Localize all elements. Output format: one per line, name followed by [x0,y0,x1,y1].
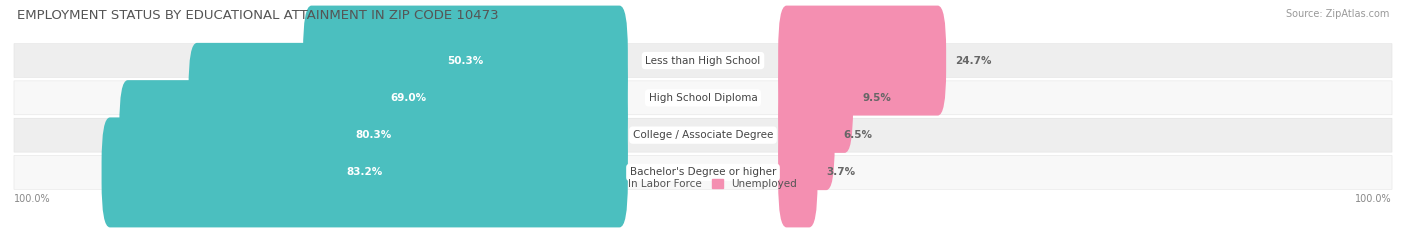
FancyBboxPatch shape [778,117,817,227]
Text: 50.3%: 50.3% [447,56,484,65]
Text: 100.0%: 100.0% [14,194,51,204]
Text: College / Associate Degree: College / Associate Degree [633,130,773,140]
Legend: In Labor Force, Unemployed: In Labor Force, Unemployed [609,179,797,189]
Text: 69.0%: 69.0% [389,93,426,103]
Text: High School Diploma: High School Diploma [648,93,758,103]
FancyBboxPatch shape [304,6,628,116]
FancyBboxPatch shape [101,117,628,227]
FancyBboxPatch shape [778,43,853,153]
Text: Less than High School: Less than High School [645,56,761,65]
Text: 6.5%: 6.5% [844,130,873,140]
FancyBboxPatch shape [14,44,1392,78]
FancyBboxPatch shape [120,80,628,190]
FancyBboxPatch shape [14,81,1392,115]
FancyBboxPatch shape [188,43,628,153]
Text: 3.7%: 3.7% [827,168,856,177]
FancyBboxPatch shape [778,80,835,190]
Text: 80.3%: 80.3% [356,130,392,140]
FancyBboxPatch shape [14,118,1392,152]
FancyBboxPatch shape [14,155,1392,189]
Text: 9.5%: 9.5% [862,93,891,103]
FancyBboxPatch shape [778,6,946,116]
Text: 24.7%: 24.7% [955,56,991,65]
Text: EMPLOYMENT STATUS BY EDUCATIONAL ATTAINMENT IN ZIP CODE 10473: EMPLOYMENT STATUS BY EDUCATIONAL ATTAINM… [17,9,499,22]
Text: Bachelor's Degree or higher: Bachelor's Degree or higher [630,168,776,177]
Text: 100.0%: 100.0% [1355,194,1392,204]
Text: Source: ZipAtlas.com: Source: ZipAtlas.com [1285,9,1389,19]
Text: 83.2%: 83.2% [346,168,382,177]
